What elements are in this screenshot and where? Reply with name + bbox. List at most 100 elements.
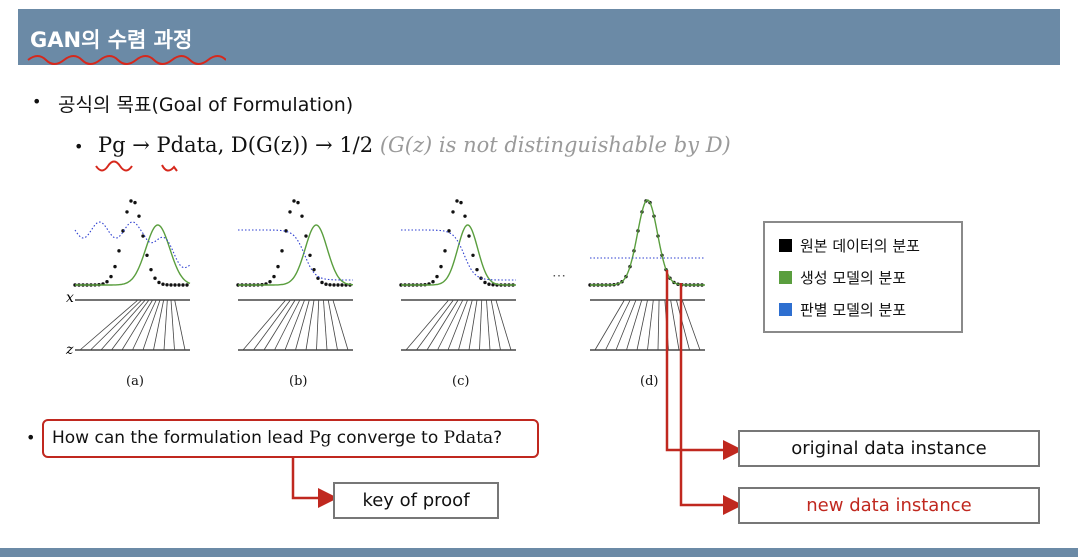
mapping-line <box>605 299 631 351</box>
question-part: How can the formulation lead <box>52 428 310 448</box>
real-data-dot <box>117 249 121 253</box>
real-data-dot <box>272 274 276 279</box>
gan-panel <box>236 199 354 351</box>
real-data-dot <box>491 283 495 287</box>
question-part: ? <box>493 428 503 448</box>
mapping-line <box>316 299 320 351</box>
real-data-dot <box>157 280 161 285</box>
real-data-dot <box>125 210 129 214</box>
slide-title: GAN의 수렴 과정 <box>30 28 193 52</box>
goal-formula: Pg → Pdata, D(G(z)) → 1/2 (G(z) is not d… <box>98 133 731 157</box>
panel-label-d: (d) <box>640 374 659 389</box>
question-box <box>42 419 539 458</box>
real-data-dot <box>463 214 467 218</box>
mapping-line <box>670 299 680 351</box>
real-data-dot <box>455 199 459 203</box>
mapping-line <box>295 299 310 351</box>
mapping-line <box>426 299 459 351</box>
real-data-dot <box>451 210 455 214</box>
gan-panel <box>399 199 516 351</box>
mapping-line <box>647 299 654 351</box>
mapping-line <box>111 299 150 351</box>
gan-panel <box>73 199 191 351</box>
mapping-line <box>437 299 464 351</box>
mapping-line <box>490 299 501 351</box>
ellipsis: ⋯ <box>552 268 566 284</box>
real-data-dot <box>324 282 328 286</box>
axis-z-label: z <box>65 342 74 358</box>
panel-label-b: (b) <box>289 374 308 389</box>
real-data-dot <box>276 264 280 269</box>
new-instance-label: new data instance <box>806 495 972 516</box>
formula-scribble <box>95 160 178 172</box>
real-data-dot <box>153 276 157 280</box>
mapping-line <box>657 299 660 351</box>
mapping-line <box>274 299 301 351</box>
real-data-dot <box>443 249 447 253</box>
mapping-line <box>615 299 637 351</box>
real-data-dot <box>268 280 272 284</box>
real-data-dot <box>173 283 177 287</box>
real-data-dot <box>300 214 304 218</box>
real-data-dot <box>296 200 300 205</box>
axis-x-label: x <box>66 290 74 306</box>
real-data-dot <box>447 229 451 233</box>
real-data-dot <box>288 210 292 214</box>
legend-label: 원본 데이터의 분포 <box>800 237 920 255</box>
real-data-dot <box>165 283 169 287</box>
real-data-dot <box>141 234 145 238</box>
mapping-line <box>170 299 175 351</box>
mapping-line <box>153 299 165 351</box>
real-data-dot <box>145 253 149 257</box>
mapping-line <box>676 299 690 351</box>
real-data-dot <box>149 267 153 272</box>
blue-square-icon <box>779 303 792 316</box>
discriminator-curve <box>238 229 353 281</box>
mapping-line <box>163 299 168 351</box>
real-data-dot <box>105 280 109 284</box>
real-data-dot <box>431 280 435 284</box>
real-data-dot <box>109 274 113 279</box>
mapping-line <box>458 299 473 351</box>
original-instance-box: original data instance <box>738 430 1040 467</box>
discriminator-curve <box>74 221 191 269</box>
real-data-dot <box>113 264 117 269</box>
real-data-dot <box>137 214 141 218</box>
mapping-line <box>90 299 142 351</box>
black-square-icon <box>779 239 792 252</box>
mapping-line <box>79 299 139 351</box>
mapping-line <box>447 299 468 351</box>
generator-curve <box>401 224 516 286</box>
mapping-line <box>327 299 338 351</box>
real-data-dot <box>483 280 487 285</box>
bullet-dot: • <box>74 137 84 156</box>
real-data-dot <box>332 283 336 287</box>
mapping-line <box>479 299 483 351</box>
generator-curve <box>75 224 191 286</box>
mapping-line <box>495 299 512 351</box>
real-data-dot <box>475 267 479 272</box>
legend-label: 판별 모델의 분포 <box>800 301 907 319</box>
real-data-dot <box>336 283 340 287</box>
real-data-dot <box>312 267 316 272</box>
real-data-dot <box>280 249 284 253</box>
real-data-dot <box>328 283 332 287</box>
formula-note: (G(z) is not distinguishable by D) <box>379 133 731 157</box>
mapping-line <box>486 299 491 351</box>
real-data-dot <box>129 199 133 203</box>
key-of-proof-label: key of proof <box>362 490 470 511</box>
mapping-line <box>174 299 186 351</box>
real-data-dot <box>133 200 137 205</box>
real-data-dot <box>439 264 443 269</box>
legend-item-generator: 생성 모델의 분포 <box>779 267 906 288</box>
legend-box: 원본 데이터의 분포 생성 모델의 분포 판별 모델의 분포 <box>763 221 963 333</box>
mapping-line <box>242 299 286 351</box>
green-square-icon <box>779 271 792 284</box>
mapping-line <box>681 299 701 351</box>
mapping-line <box>416 299 454 351</box>
question-text: How can the formulation lead Pg converge… <box>52 428 502 448</box>
question-pdata: Pdata <box>443 428 494 448</box>
question-pg: Pg <box>309 428 332 448</box>
mapping-line <box>323 299 328 351</box>
mapping-line <box>305 299 315 351</box>
